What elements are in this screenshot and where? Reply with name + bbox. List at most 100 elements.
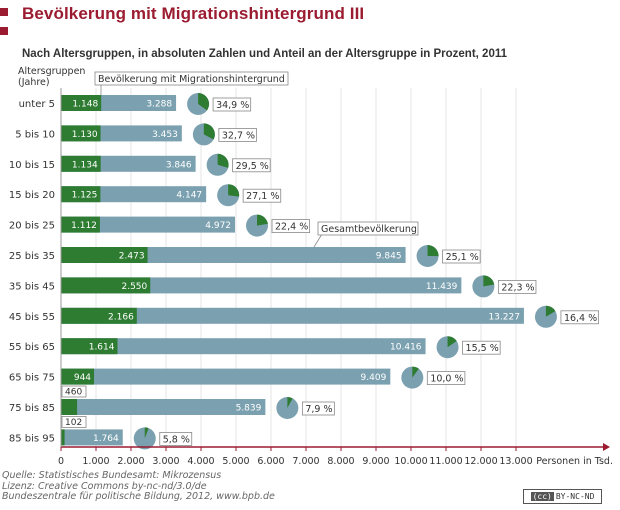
share-pie-slice: [447, 336, 457, 348]
migration-bar: [61, 429, 65, 446]
share-label-box: [497, 279, 537, 294]
migration-bar: [61, 216, 100, 233]
license-badge[interactable]: (cc) BY-NC-ND: [523, 489, 602, 504]
migration-value-label: 944: [74, 373, 91, 383]
category-label: 25 bis 35: [9, 251, 55, 262]
share-pie-slice: [287, 397, 293, 408]
migration-value-label: 1.112: [71, 221, 97, 231]
total-bar: [61, 307, 524, 324]
share-pie-slice: [217, 153, 229, 168]
migration-value-label: 2.473: [119, 252, 145, 262]
source-line-2: Lizenz: Creative Commons by-nc-nd/3.0/de: [2, 480, 207, 492]
migration-bar: [61, 307, 137, 324]
share-pie-slice: [228, 184, 240, 197]
share-pie-slice: [257, 214, 268, 226]
share-label: 7,9 %: [305, 404, 332, 415]
migration-bar: [61, 277, 151, 294]
x-tick-label: 13.000: [499, 456, 532, 467]
category-label: 65 bis 75: [9, 373, 55, 384]
chart-subtitle: Nach Altersgruppen, in absoluten Zahlen …: [22, 48, 507, 60]
share-label-box: [560, 310, 599, 325]
share-label-box: [159, 431, 193, 446]
cc-icon: (cc): [530, 492, 554, 501]
title-marker-top: [0, 8, 8, 16]
migration-bar: [61, 399, 78, 415]
source-line-1: Quelle: Statistisches Bundesamt: Mikroze…: [2, 470, 222, 481]
share-label-box: [462, 340, 501, 355]
share-pie-slice: [427, 245, 439, 257]
total-bar: [61, 368, 391, 385]
x-tick-label: 8.000: [327, 456, 354, 467]
y-axis-label-line2: (Jahre): [18, 77, 50, 88]
share-label: 5,8 %: [163, 434, 190, 445]
share-label-box: [426, 371, 466, 386]
total-value-label: 4.972: [205, 221, 231, 231]
x-tick-label: 5.000: [222, 456, 249, 467]
callout-leader: [313, 233, 323, 248]
share-label: 29,5 %: [236, 161, 269, 172]
migration-bar: [61, 125, 101, 142]
share-label: 10,0 %: [430, 374, 463, 385]
total-bar: [61, 277, 462, 294]
share-label: 32,7 %: [222, 130, 255, 141]
category-label: 35 bis 45: [9, 281, 55, 292]
migration-value-label: 2.550: [121, 282, 147, 292]
x-axis-arrow: [603, 443, 610, 451]
total-value-label: 9.845: [376, 252, 402, 262]
share-label-box: [442, 249, 481, 264]
share-label: 22,3 %: [501, 282, 534, 293]
callout-migration-box: [94, 71, 289, 86]
share-pie-slice: [203, 123, 215, 140]
migration-value-box: [61, 385, 87, 398]
x-tick-label: 7.000: [292, 456, 319, 467]
x-tick-label: 2.000: [117, 456, 144, 467]
total-value-label: 3.453: [152, 130, 178, 140]
category-label: 20 bis 25: [9, 221, 55, 232]
migration-value-label: 1.614: [89, 343, 115, 353]
share-label: 25,1 %: [446, 252, 479, 263]
category-label: 85 bis 95: [9, 433, 55, 444]
license-badge-text: BY-NC-ND: [555, 492, 595, 501]
total-value-label: 1.764: [93, 434, 119, 444]
migration-bar: [61, 368, 95, 385]
x-tick-label: 11.000: [429, 456, 462, 467]
y-axis-label-line1: Altersgruppen: [18, 66, 86, 77]
title-marker-bottom: [0, 27, 8, 35]
source-note: Quelle: Statistisches Bundesamt: Mikroze…: [2, 470, 275, 503]
callout-total-box: [317, 221, 419, 236]
share-label: 16,4 %: [564, 313, 597, 324]
y-axis-label: Altersgruppen (Jahre): [18, 66, 98, 88]
total-value-label: 3.288: [146, 100, 172, 110]
x-tick-label: 10.000: [394, 456, 427, 467]
migration-value-label: 2.166: [108, 312, 134, 322]
migration-bar: [61, 247, 148, 263]
total-value-label: 3.846: [166, 160, 192, 170]
population-chart: unter 5 1.148 3.288 34,9 % 5 bis 10 1.130 3.45…: [9, 71, 613, 467]
share-label-box: [218, 127, 257, 142]
share-label-box: [271, 219, 311, 234]
migration-bar: [61, 338, 118, 355]
total-value-label: 13.227: [488, 312, 520, 322]
migration-value-box: [61, 415, 87, 428]
migration-bar: [61, 155, 101, 172]
migration-value-label: 460: [65, 388, 82, 398]
share-label-box: [232, 158, 271, 173]
share-label: 22,4 %: [275, 222, 308, 233]
category-label: unter 5: [19, 99, 55, 110]
migration-value-label: 1.134: [72, 160, 98, 170]
share-pie-slice: [483, 275, 495, 287]
category-label: 10 bis 15: [9, 160, 55, 171]
category-label: 15 bis 20: [9, 190, 55, 201]
share-label-box: [242, 188, 282, 203]
category-label: 75 bis 85: [9, 403, 55, 414]
category-label: 55 bis 65: [9, 342, 55, 353]
share-label-box: [301, 401, 335, 416]
migration-value-label: 1.148: [72, 100, 98, 110]
callout-migration-label: Bevölkerung mit Migrationshintergrund: [98, 74, 285, 85]
source-line-3: Bundeszentrale für politische Bildung, 2…: [2, 491, 275, 502]
total-value-label: 4.147: [176, 191, 202, 201]
total-bar: [61, 399, 266, 415]
total-value-label: 11.439: [426, 282, 458, 292]
total-bar: [61, 216, 236, 233]
share-pie-slice: [144, 427, 149, 439]
